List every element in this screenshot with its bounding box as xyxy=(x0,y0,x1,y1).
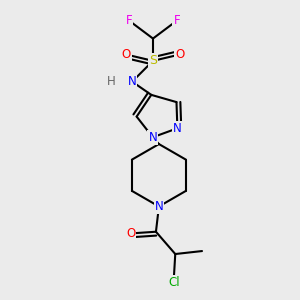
Text: O: O xyxy=(126,227,135,240)
Text: O: O xyxy=(122,48,131,62)
Text: S: S xyxy=(149,54,157,67)
Text: O: O xyxy=(175,48,184,62)
Text: N: N xyxy=(173,122,182,135)
Text: F: F xyxy=(173,14,180,27)
Text: N: N xyxy=(154,200,163,213)
Text: H: H xyxy=(107,75,116,88)
Text: N: N xyxy=(148,131,157,144)
Text: Cl: Cl xyxy=(168,276,180,289)
Text: F: F xyxy=(126,14,133,27)
Text: N: N xyxy=(128,75,136,88)
